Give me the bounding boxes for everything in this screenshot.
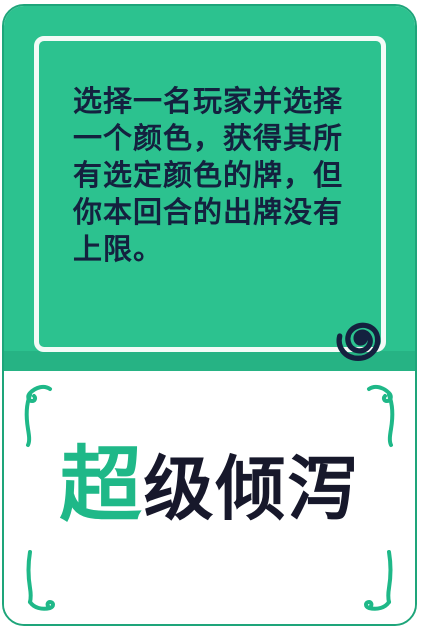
section-divider-band — [4, 351, 415, 371]
corner-ornament-icon — [24, 384, 52, 447]
card-description-section: 选择一名玩家并选择一个颜色，获得其所有选定颜色的牌，但你本回合的出牌没有上限。 — [4, 6, 415, 371]
description-panel: 选择一名玩家并选择一个颜色，获得其所有选定颜色的牌，但你本回合的出牌没有上限。 — [34, 36, 386, 361]
card-title-accent: 超 — [59, 438, 144, 533]
card-description-text: 选择一名玩家并选择一个颜色，获得其所有选定颜色的牌，但你本回合的出牌没有上限。 — [73, 84, 344, 266]
corner-ornament-icon — [367, 384, 395, 447]
card-title: 超级倾泻 — [4, 431, 415, 544]
card-title-rest: 级倾泻 — [143, 448, 360, 530]
corner-ornament-icon — [26, 550, 55, 611]
corner-ornament-icon — [364, 550, 393, 611]
game-card[interactable]: 选择一名玩家并选择一个颜色，获得其所有选定颜色的牌，但你本回合的出牌没有上限。 — [2, 4, 417, 626]
spiral-icon — [336, 322, 381, 361]
card-title-section: 超级倾泻 — [4, 371, 415, 624]
